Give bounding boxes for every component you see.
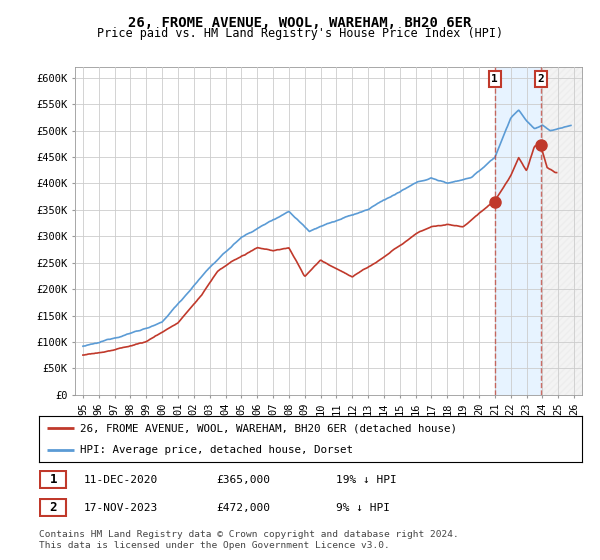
FancyBboxPatch shape (40, 472, 67, 488)
Text: Contains HM Land Registry data © Crown copyright and database right 2024.
This d: Contains HM Land Registry data © Crown c… (39, 530, 459, 550)
Text: 17-NOV-2023: 17-NOV-2023 (84, 503, 158, 513)
Text: 2: 2 (538, 74, 544, 84)
Text: 2: 2 (50, 501, 57, 515)
Text: HPI: Average price, detached house, Dorset: HPI: Average price, detached house, Dors… (80, 445, 353, 455)
Text: 11-DEC-2020: 11-DEC-2020 (84, 475, 158, 485)
Text: 1: 1 (491, 74, 498, 84)
Text: 26, FROME AVENUE, WOOL, WAREHAM, BH20 6ER: 26, FROME AVENUE, WOOL, WAREHAM, BH20 6E… (128, 16, 472, 30)
Bar (541, 67, 582, 395)
FancyBboxPatch shape (40, 500, 67, 516)
Text: £472,000: £472,000 (216, 503, 270, 513)
Bar (495, 67, 541, 395)
Text: 1: 1 (50, 473, 57, 487)
Text: 9% ↓ HPI: 9% ↓ HPI (336, 503, 390, 513)
Text: 26, FROME AVENUE, WOOL, WAREHAM, BH20 6ER (detached house): 26, FROME AVENUE, WOOL, WAREHAM, BH20 6E… (80, 423, 457, 433)
Text: £365,000: £365,000 (216, 475, 270, 485)
Text: 19% ↓ HPI: 19% ↓ HPI (336, 475, 397, 485)
Text: Price paid vs. HM Land Registry's House Price Index (HPI): Price paid vs. HM Land Registry's House … (97, 27, 503, 40)
